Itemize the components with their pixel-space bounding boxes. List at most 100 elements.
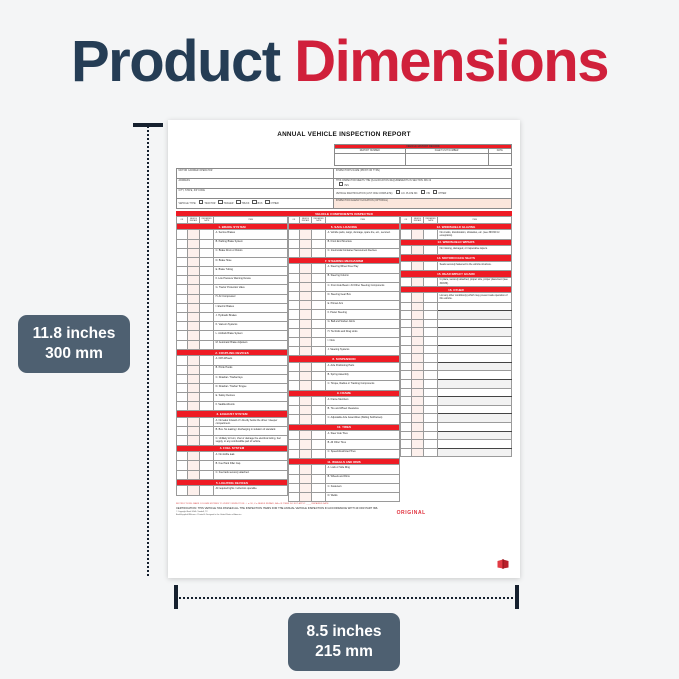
inspection-item-row[interactable]: B. Wheels and Rims <box>288 473 400 484</box>
cell-needs-repair[interactable] <box>186 302 201 314</box>
inspection-item-row[interactable]: K. Vacuum Systems <box>176 321 288 332</box>
inspection-item-row[interactable]: E. Pitman Arm <box>288 300 400 311</box>
cell-needs-repair[interactable] <box>298 272 313 283</box>
cell-ok[interactable] <box>176 417 188 428</box>
inspection-item-row[interactable]: List any other condition(s) which may pr… <box>400 292 512 303</box>
cell-ok[interactable] <box>176 339 188 350</box>
cell-repaired-date[interactable] <box>199 275 215 286</box>
write-in-line[interactable] <box>437 404 512 415</box>
cell-needs-repair[interactable] <box>410 276 425 287</box>
inspection-item-row[interactable]: D. Brake Hose <box>176 256 288 268</box>
cell-needs-repair[interactable] <box>298 336 313 348</box>
inspection-item-row[interactable]: J. Hydraulic Brakes <box>176 311 288 323</box>
cell-ok[interactable] <box>176 238 188 249</box>
cell-needs-repair[interactable] <box>186 256 201 268</box>
write-in-line[interactable] <box>437 370 512 380</box>
cell-repaired-date[interactable] <box>199 364 215 375</box>
field-qualification[interactable]: THIS INSPECTOR MEETS THE QUALIFICATION R… <box>333 177 512 189</box>
vehicle-id-vin-checkbox[interactable] <box>420 189 426 194</box>
cell-repaired-date[interactable] <box>311 448 327 459</box>
inspection-item-row[interactable]: A. Steering Wheel Free Play <box>288 263 400 274</box>
write-in-line-row[interactable] <box>400 301 512 312</box>
cell-needs-repair[interactable] <box>186 451 201 462</box>
cell-needs-repair[interactable] <box>186 311 201 323</box>
cell-ok[interactable] <box>288 473 300 484</box>
write-in-line-row[interactable] <box>400 327 512 337</box>
cell-repaired-date[interactable] <box>311 439 327 450</box>
write-in-line[interactable] <box>437 378 512 389</box>
cell-needs-repair[interactable] <box>298 414 313 425</box>
cell-repaired-date[interactable] <box>311 327 327 338</box>
cell-repaired-date[interactable] <box>311 482 327 493</box>
write-in-line[interactable] <box>437 361 512 372</box>
cell-ok[interactable] <box>176 401 188 412</box>
cell-needs-repair[interactable] <box>298 491 313 503</box>
cell-repaired-date[interactable] <box>311 430 327 441</box>
cell-repaired-date[interactable] <box>199 417 215 428</box>
cell-repaired-date[interactable] <box>311 371 327 382</box>
write-in-line-row[interactable] <box>400 378 512 389</box>
write-in-line-row[interactable] <box>400 396 512 406</box>
cell-needs-repair[interactable] <box>298 482 313 493</box>
inspection-item-row[interactable]: B. Bus. No leaking / discharging in viol… <box>176 426 288 437</box>
cell-repaired-date[interactable] <box>423 260 439 272</box>
cell-needs-repair[interactable] <box>298 229 313 240</box>
write-in-line-row[interactable] <box>400 447 512 458</box>
cell-ok[interactable] <box>176 469 188 480</box>
cell-ok[interactable] <box>288 346 300 357</box>
cell-ok[interactable] <box>400 276 412 287</box>
cell-ok[interactable] <box>176 229 188 240</box>
cell-ok[interactable] <box>176 284 188 295</box>
inspection-item-row[interactable]: C. Fasteners <box>288 482 400 493</box>
inspection-item-row[interactable]: A. Service Brakes <box>176 229 288 240</box>
cell-repaired-date[interactable] <box>199 382 215 394</box>
cell-needs-repair[interactable] <box>186 293 201 304</box>
write-in-line[interactable] <box>437 439 512 449</box>
write-in-line[interactable] <box>437 336 512 346</box>
inspection-item-row[interactable]: C. Torque, Radius or Tracking Components <box>288 380 400 391</box>
cell-repaired-date[interactable] <box>311 336 327 348</box>
cell-ok[interactable] <box>288 327 300 338</box>
inspection-item-row[interactable]: C. Intermodal Container Securement Devic… <box>288 247 400 258</box>
cell-needs-repair[interactable] <box>298 405 313 416</box>
cell-repaired-date[interactable] <box>311 491 327 503</box>
cell-needs-repair[interactable] <box>298 300 313 311</box>
cell-needs-repair[interactable] <box>186 426 201 437</box>
cell-ok[interactable] <box>288 291 300 302</box>
vehicle-id-plate-checkbox[interactable] <box>396 189 401 194</box>
cell-ok[interactable] <box>400 260 412 272</box>
cell-needs-repair[interactable] <box>186 417 201 428</box>
cell-ok[interactable] <box>288 309 300 320</box>
cell-ok[interactable] <box>176 330 188 341</box>
cell-ok[interactable] <box>400 229 412 240</box>
cell-repaired-date[interactable] <box>423 276 439 287</box>
write-in-line[interactable] <box>437 353 512 363</box>
write-in-line-row[interactable] <box>400 353 512 363</box>
cell-repaired-date[interactable] <box>199 293 215 304</box>
cell-needs-repair[interactable] <box>410 229 425 240</box>
cell-needs-repair[interactable] <box>410 292 425 303</box>
inspection-item-row[interactable]: F. Saddle-Mounts <box>176 401 288 412</box>
cell-repaired-date[interactable] <box>311 247 327 258</box>
cell-repaired-date[interactable] <box>311 291 327 302</box>
cell-ok[interactable] <box>176 256 188 268</box>
write-in-line[interactable] <box>437 387 512 398</box>
cell-repaired-date[interactable] <box>199 330 215 341</box>
inspection-item-row[interactable]: E. Brake Tubing <box>176 266 288 277</box>
inspection-item-row[interactable]: No cracks, discoloration, obstacles, etc… <box>400 229 512 240</box>
field-vehicle-id[interactable]: VEHICLE IDENTIFICATION (LIST ONE COMPLET… <box>333 187 512 199</box>
cell-ok[interactable] <box>288 405 300 416</box>
cell-ok[interactable] <box>288 414 300 425</box>
cell-needs-repair[interactable] <box>410 245 425 256</box>
inspection-item-row[interactable]: F. Low Pressure Warning Device <box>176 275 288 286</box>
inspection-item-row[interactable]: C. Fuel tank securely attached. <box>176 469 288 480</box>
cell-repaired-date[interactable] <box>423 292 439 303</box>
inspection-item-row[interactable]: A. No visible leak. <box>176 451 288 462</box>
cell-ok[interactable] <box>176 485 188 496</box>
vehicle-type-trailer-checkbox[interactable] <box>218 199 223 204</box>
cell-ok[interactable] <box>288 272 300 283</box>
cell-needs-repair[interactable] <box>186 364 201 375</box>
write-in-line-row[interactable] <box>400 310 512 320</box>
cell-needs-repair[interactable] <box>186 266 201 277</box>
cell-repaired-date[interactable] <box>199 426 215 437</box>
